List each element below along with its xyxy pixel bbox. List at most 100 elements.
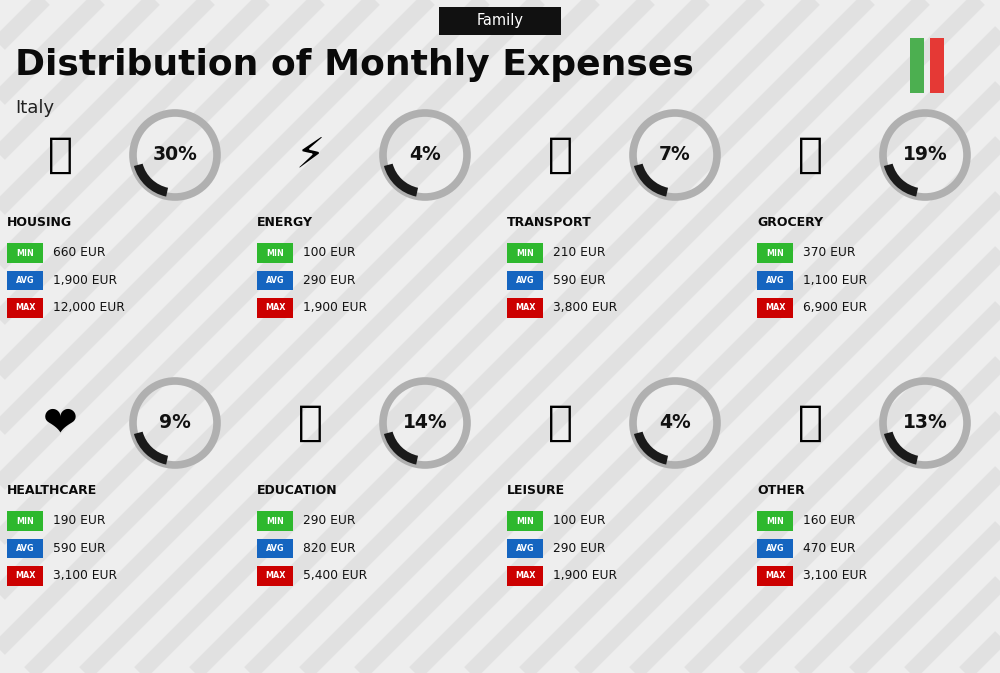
Text: 190 EUR: 190 EUR — [53, 514, 105, 528]
Text: MAX: MAX — [515, 304, 535, 312]
Text: 210 EUR: 210 EUR — [553, 246, 605, 260]
Wedge shape — [134, 164, 168, 197]
Text: 1,900 EUR: 1,900 EUR — [303, 302, 367, 314]
Wedge shape — [384, 164, 418, 197]
Text: MAX: MAX — [265, 571, 285, 581]
Text: 12,000 EUR: 12,000 EUR — [53, 302, 125, 314]
FancyBboxPatch shape — [7, 566, 43, 586]
FancyBboxPatch shape — [257, 539, 293, 558]
Text: 100 EUR: 100 EUR — [553, 514, 605, 528]
Text: MAX: MAX — [765, 304, 785, 312]
FancyBboxPatch shape — [7, 539, 43, 558]
Text: 1,100 EUR: 1,100 EUR — [803, 274, 867, 287]
FancyBboxPatch shape — [7, 298, 43, 318]
Wedge shape — [634, 164, 668, 197]
Text: AVG: AVG — [516, 276, 534, 285]
FancyBboxPatch shape — [757, 298, 793, 318]
Text: TRANSPORT: TRANSPORT — [507, 217, 592, 229]
Text: MAX: MAX — [265, 304, 285, 312]
Text: 🚌: 🚌 — [548, 134, 572, 176]
Text: 7%: 7% — [659, 145, 691, 164]
Text: 19%: 19% — [903, 145, 947, 164]
Wedge shape — [134, 431, 168, 464]
Text: 590 EUR: 590 EUR — [53, 542, 106, 555]
Wedge shape — [884, 164, 918, 197]
Text: 14%: 14% — [403, 413, 447, 433]
FancyBboxPatch shape — [257, 298, 293, 318]
Text: OTHER: OTHER — [757, 485, 805, 497]
Text: 1,900 EUR: 1,900 EUR — [553, 569, 617, 583]
Text: 5,400 EUR: 5,400 EUR — [303, 569, 367, 583]
Text: 100 EUR: 100 EUR — [303, 246, 355, 260]
Text: 370 EUR: 370 EUR — [803, 246, 855, 260]
FancyBboxPatch shape — [257, 511, 293, 531]
Text: 470 EUR: 470 EUR — [803, 542, 855, 555]
Text: 660 EUR: 660 EUR — [53, 246, 105, 260]
FancyBboxPatch shape — [507, 566, 543, 586]
Text: 👜: 👜 — [798, 402, 822, 444]
FancyBboxPatch shape — [257, 271, 293, 290]
Text: Italy: Italy — [15, 99, 54, 117]
Text: 820 EUR: 820 EUR — [303, 542, 356, 555]
Wedge shape — [634, 431, 668, 464]
Text: AVG: AVG — [766, 276, 784, 285]
Text: HEALTHCARE: HEALTHCARE — [7, 485, 97, 497]
Text: AVG: AVG — [16, 276, 34, 285]
FancyBboxPatch shape — [757, 539, 793, 558]
FancyBboxPatch shape — [7, 271, 43, 290]
Text: HOUSING: HOUSING — [7, 217, 72, 229]
Text: 3,100 EUR: 3,100 EUR — [53, 569, 117, 583]
Text: 6,900 EUR: 6,900 EUR — [803, 302, 867, 314]
Text: AVG: AVG — [266, 276, 284, 285]
FancyBboxPatch shape — [507, 298, 543, 318]
FancyBboxPatch shape — [757, 271, 793, 290]
Text: ❤: ❤ — [43, 402, 77, 444]
Text: GROCERY: GROCERY — [757, 217, 823, 229]
FancyBboxPatch shape — [507, 243, 543, 262]
Text: MAX: MAX — [15, 304, 35, 312]
Text: MAX: MAX — [515, 571, 535, 581]
Text: 30%: 30% — [153, 145, 197, 164]
Text: 160 EUR: 160 EUR — [803, 514, 855, 528]
FancyBboxPatch shape — [507, 539, 543, 558]
FancyBboxPatch shape — [757, 243, 793, 262]
Text: 13%: 13% — [903, 413, 947, 433]
Text: LEISURE: LEISURE — [507, 485, 565, 497]
FancyBboxPatch shape — [507, 271, 543, 290]
Text: AVG: AVG — [516, 544, 534, 553]
Text: MIN: MIN — [766, 248, 784, 258]
Text: MAX: MAX — [765, 571, 785, 581]
FancyBboxPatch shape — [7, 243, 43, 262]
Text: 4%: 4% — [409, 145, 441, 164]
Text: MIN: MIN — [16, 516, 34, 526]
FancyBboxPatch shape — [910, 38, 924, 93]
Text: 9%: 9% — [159, 413, 191, 433]
Text: MIN: MIN — [766, 516, 784, 526]
Text: 590 EUR: 590 EUR — [553, 274, 606, 287]
Text: EDUCATION: EDUCATION — [257, 485, 338, 497]
Wedge shape — [884, 431, 918, 464]
Text: AVG: AVG — [266, 544, 284, 553]
Text: 4%: 4% — [659, 413, 691, 433]
Text: MIN: MIN — [266, 248, 284, 258]
FancyBboxPatch shape — [757, 566, 793, 586]
Text: 🎓: 🎓 — [298, 402, 322, 444]
Text: ⚡: ⚡ — [295, 134, 325, 176]
FancyBboxPatch shape — [507, 511, 543, 531]
FancyBboxPatch shape — [7, 511, 43, 531]
Text: MIN: MIN — [266, 516, 284, 526]
FancyBboxPatch shape — [257, 566, 293, 586]
FancyBboxPatch shape — [930, 38, 944, 93]
Text: 🏢: 🏢 — [48, 134, 72, 176]
Text: MIN: MIN — [516, 248, 534, 258]
FancyBboxPatch shape — [439, 7, 561, 35]
Text: 1,900 EUR: 1,900 EUR — [53, 274, 117, 287]
Text: 290 EUR: 290 EUR — [303, 514, 355, 528]
Text: 🛒: 🛒 — [798, 134, 822, 176]
Text: AVG: AVG — [766, 544, 784, 553]
Text: Family: Family — [477, 13, 524, 28]
Text: MAX: MAX — [15, 571, 35, 581]
Text: Distribution of Monthly Expenses: Distribution of Monthly Expenses — [15, 48, 694, 82]
Text: MIN: MIN — [16, 248, 34, 258]
Text: 290 EUR: 290 EUR — [553, 542, 605, 555]
